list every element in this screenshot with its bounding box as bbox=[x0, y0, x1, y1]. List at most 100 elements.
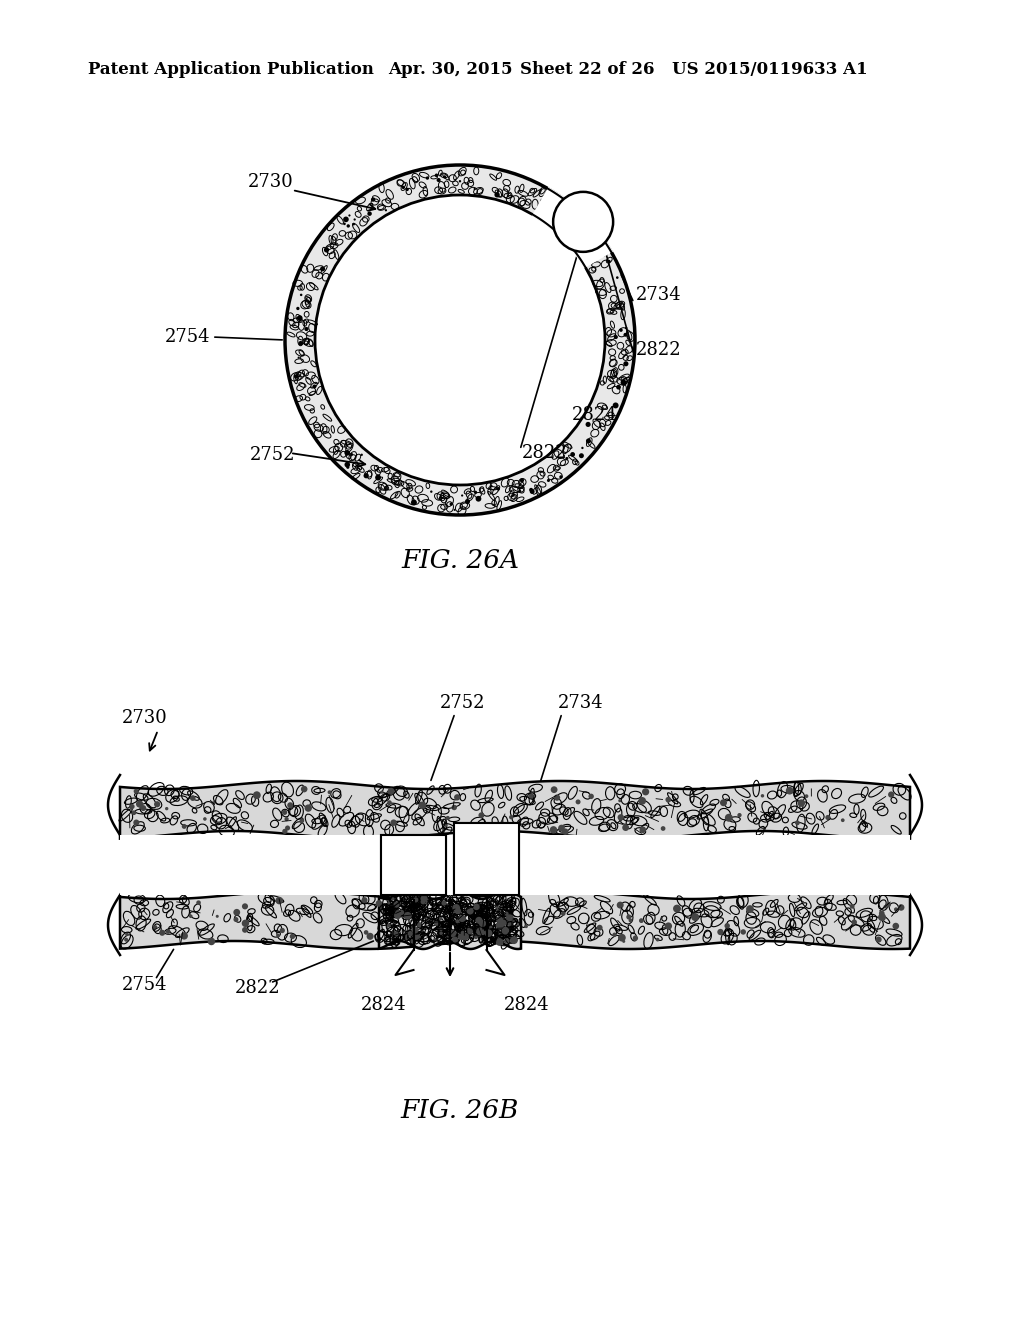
Circle shape bbox=[408, 931, 413, 936]
Circle shape bbox=[396, 915, 401, 919]
Circle shape bbox=[616, 902, 624, 908]
Circle shape bbox=[551, 787, 557, 793]
Circle shape bbox=[364, 931, 369, 935]
Circle shape bbox=[387, 924, 391, 928]
Circle shape bbox=[449, 929, 457, 937]
Circle shape bbox=[328, 791, 332, 795]
Circle shape bbox=[140, 805, 146, 810]
Circle shape bbox=[496, 923, 503, 929]
Circle shape bbox=[720, 799, 727, 807]
Circle shape bbox=[545, 202, 549, 206]
Text: 2822: 2822 bbox=[522, 444, 567, 462]
Circle shape bbox=[297, 315, 302, 321]
Circle shape bbox=[129, 804, 134, 809]
Circle shape bbox=[441, 900, 446, 906]
Circle shape bbox=[455, 908, 461, 915]
Circle shape bbox=[563, 211, 568, 216]
Circle shape bbox=[275, 896, 283, 904]
Circle shape bbox=[500, 920, 507, 927]
Text: 2824: 2824 bbox=[360, 997, 407, 1014]
Circle shape bbox=[411, 499, 417, 506]
Circle shape bbox=[570, 451, 575, 457]
Circle shape bbox=[850, 904, 855, 908]
Circle shape bbox=[452, 805, 457, 810]
Text: 2754: 2754 bbox=[165, 327, 210, 346]
Circle shape bbox=[586, 422, 591, 426]
Circle shape bbox=[453, 937, 458, 942]
Circle shape bbox=[474, 491, 477, 494]
Circle shape bbox=[421, 895, 428, 902]
Circle shape bbox=[335, 243, 337, 246]
Circle shape bbox=[633, 936, 638, 941]
Circle shape bbox=[197, 900, 201, 906]
Text: FIG. 26A: FIG. 26A bbox=[401, 548, 519, 573]
Circle shape bbox=[496, 916, 503, 924]
Circle shape bbox=[509, 814, 513, 820]
Circle shape bbox=[497, 487, 500, 491]
Circle shape bbox=[189, 915, 193, 917]
Text: 2824: 2824 bbox=[572, 407, 617, 424]
Text: Sheet 22 of 26: Sheet 22 of 26 bbox=[520, 62, 654, 78]
Circle shape bbox=[181, 824, 186, 829]
Circle shape bbox=[613, 335, 617, 339]
Circle shape bbox=[876, 936, 882, 942]
Circle shape bbox=[450, 503, 453, 506]
Circle shape bbox=[125, 933, 129, 936]
Circle shape bbox=[717, 929, 724, 935]
Circle shape bbox=[360, 454, 362, 455]
Circle shape bbox=[475, 496, 481, 502]
Circle shape bbox=[467, 929, 473, 935]
Circle shape bbox=[439, 928, 442, 931]
Circle shape bbox=[417, 923, 422, 928]
Circle shape bbox=[445, 931, 454, 939]
Wedge shape bbox=[531, 186, 613, 268]
Circle shape bbox=[435, 173, 438, 177]
Circle shape bbox=[852, 920, 857, 925]
Circle shape bbox=[612, 403, 618, 408]
Circle shape bbox=[384, 487, 386, 490]
Circle shape bbox=[242, 903, 248, 909]
Circle shape bbox=[547, 479, 550, 482]
Circle shape bbox=[426, 177, 429, 180]
Circle shape bbox=[562, 829, 568, 836]
Polygon shape bbox=[285, 165, 635, 515]
Circle shape bbox=[508, 923, 511, 927]
Circle shape bbox=[621, 380, 627, 385]
Circle shape bbox=[285, 825, 290, 830]
Circle shape bbox=[618, 799, 622, 803]
Circle shape bbox=[343, 223, 346, 226]
Circle shape bbox=[283, 829, 288, 834]
Text: 2730: 2730 bbox=[122, 709, 168, 727]
Circle shape bbox=[894, 907, 898, 911]
Circle shape bbox=[433, 939, 436, 941]
Circle shape bbox=[364, 473, 369, 478]
Circle shape bbox=[375, 475, 381, 480]
Circle shape bbox=[559, 475, 562, 479]
Circle shape bbox=[399, 909, 404, 915]
Circle shape bbox=[124, 937, 128, 941]
Circle shape bbox=[459, 915, 466, 923]
Text: US 2015/0119633 A1: US 2015/0119633 A1 bbox=[672, 62, 867, 78]
Circle shape bbox=[499, 931, 505, 936]
Circle shape bbox=[350, 453, 353, 455]
Circle shape bbox=[280, 928, 285, 933]
Circle shape bbox=[589, 793, 594, 799]
Circle shape bbox=[166, 929, 170, 933]
Circle shape bbox=[528, 793, 534, 799]
Circle shape bbox=[458, 933, 464, 940]
Circle shape bbox=[625, 327, 628, 330]
Circle shape bbox=[346, 224, 350, 227]
Circle shape bbox=[884, 906, 887, 908]
Polygon shape bbox=[379, 891, 521, 949]
Circle shape bbox=[301, 785, 307, 792]
Circle shape bbox=[432, 912, 435, 916]
Circle shape bbox=[612, 932, 616, 937]
Circle shape bbox=[496, 907, 500, 911]
Circle shape bbox=[624, 333, 628, 337]
Circle shape bbox=[421, 899, 426, 904]
Circle shape bbox=[290, 933, 295, 939]
Text: 2752: 2752 bbox=[250, 446, 296, 465]
Circle shape bbox=[879, 911, 885, 916]
Circle shape bbox=[387, 902, 390, 904]
Circle shape bbox=[725, 814, 733, 822]
